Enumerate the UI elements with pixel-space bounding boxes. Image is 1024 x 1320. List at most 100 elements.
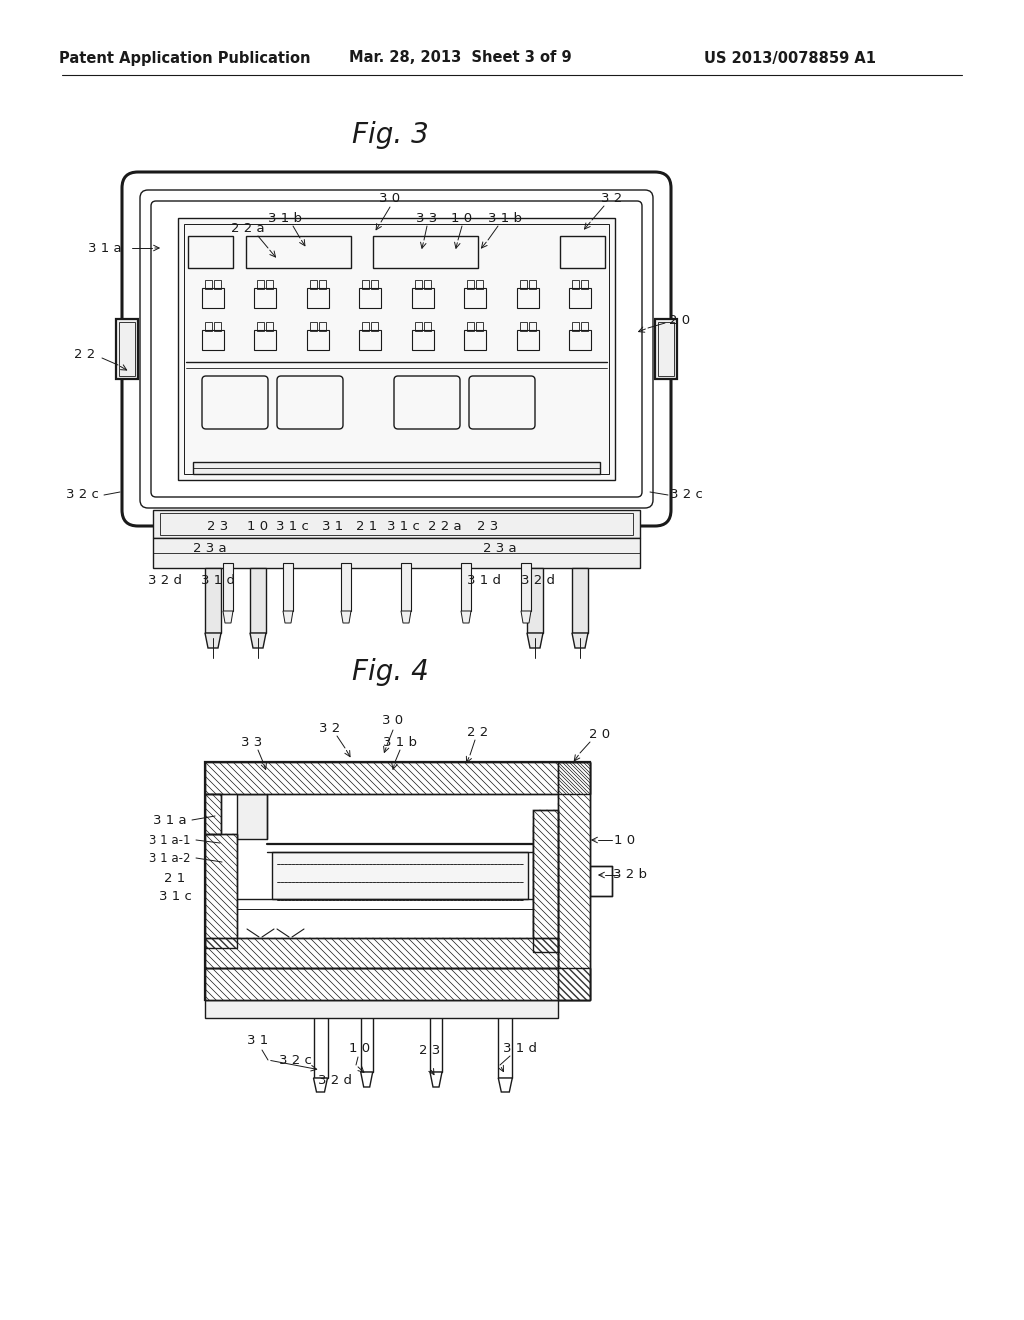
Bar	[116, 319, 138, 379]
Bar	[464, 288, 486, 308]
Text: 3 2 c: 3 2 c	[670, 488, 702, 502]
Bar	[266, 322, 273, 331]
Bar	[153, 510, 640, 539]
Bar	[424, 322, 431, 331]
Bar	[214, 280, 221, 289]
Text: 3 2 d: 3 2 d	[148, 573, 182, 586]
Text: 3 1 a-2: 3 1 a-2	[150, 851, 190, 865]
Bar	[237, 795, 267, 840]
Text: 2 3: 2 3	[208, 520, 228, 533]
Bar	[318, 322, 326, 331]
Bar	[254, 288, 276, 308]
Text: 3 2 c: 3 2 c	[66, 488, 98, 502]
Bar	[359, 330, 381, 350]
Text: Fig. 4: Fig. 4	[351, 657, 428, 686]
Text: 1 0: 1 0	[614, 833, 636, 846]
Bar	[214, 322, 221, 331]
Polygon shape	[341, 611, 351, 623]
Bar	[307, 330, 329, 350]
Bar	[205, 795, 221, 834]
Polygon shape	[430, 1072, 442, 1086]
Polygon shape	[572, 634, 588, 648]
Text: 3 1 d: 3 1 d	[467, 573, 501, 586]
Text: 3 1 c: 3 1 c	[159, 890, 191, 903]
Text: 3 2: 3 2	[319, 722, 341, 734]
Bar	[188, 236, 233, 268]
Bar	[205, 939, 558, 968]
Bar	[534, 826, 558, 936]
Bar	[527, 568, 543, 634]
Text: 3 1 d: 3 1 d	[201, 573, 234, 586]
Text: 2 2 a: 2 2 a	[231, 222, 265, 235]
Bar	[205, 762, 590, 795]
Text: Fig. 3: Fig. 3	[351, 121, 428, 149]
Bar	[362, 280, 370, 289]
Bar	[372, 280, 378, 289]
Bar	[246, 236, 351, 268]
Text: 1 0: 1 0	[349, 1041, 371, 1055]
Text: 3 1 b: 3 1 b	[488, 211, 522, 224]
Text: 3 1 c: 3 1 c	[275, 520, 308, 533]
FancyBboxPatch shape	[122, 172, 671, 525]
Text: 3 1 b: 3 1 b	[268, 211, 302, 224]
Text: 3 2 c: 3 2 c	[279, 1053, 311, 1067]
Bar	[359, 288, 381, 308]
Polygon shape	[461, 611, 471, 623]
Bar	[412, 330, 434, 350]
Bar	[476, 280, 483, 289]
Polygon shape	[283, 611, 293, 623]
Bar	[205, 968, 590, 1001]
Bar	[401, 564, 411, 611]
Bar	[341, 564, 351, 611]
Text: 3 1 a-1: 3 1 a-1	[150, 833, 190, 846]
Polygon shape	[521, 611, 531, 623]
Text: 2 0: 2 0	[670, 314, 690, 326]
Text: 1 0: 1 0	[248, 520, 268, 533]
Bar	[461, 564, 471, 611]
Text: 3 0: 3 0	[380, 191, 400, 205]
Text: 2 1: 2 1	[165, 871, 185, 884]
Bar	[237, 795, 558, 968]
Text: 2 1: 2 1	[356, 520, 378, 533]
Text: 3 2 d: 3 2 d	[521, 573, 555, 586]
Bar	[560, 236, 605, 268]
Bar	[516, 330, 539, 350]
Bar	[424, 280, 431, 289]
Bar	[373, 236, 478, 268]
Text: 2 3 a: 2 3 a	[194, 541, 226, 554]
Bar	[558, 762, 590, 1001]
Text: 3 2 b: 3 2 b	[613, 869, 647, 882]
Bar	[360, 1001, 373, 1072]
Bar	[205, 968, 590, 1001]
Bar	[412, 288, 434, 308]
Bar	[193, 462, 600, 474]
Bar	[250, 568, 266, 634]
Text: 1 0: 1 0	[452, 211, 472, 224]
Bar	[205, 568, 221, 634]
Bar	[205, 834, 237, 948]
Bar	[467, 322, 474, 331]
Bar	[430, 1001, 442, 1072]
Bar	[307, 288, 329, 308]
Polygon shape	[250, 634, 266, 648]
Bar	[521, 564, 531, 611]
Bar	[467, 280, 474, 289]
Bar	[415, 280, 422, 289]
Bar	[254, 330, 276, 350]
Polygon shape	[360, 1072, 373, 1086]
Bar	[655, 319, 677, 379]
Bar	[318, 280, 326, 289]
Bar	[476, 322, 483, 331]
Bar	[153, 539, 640, 568]
Bar	[202, 330, 224, 350]
Bar	[184, 224, 609, 474]
Bar	[528, 322, 536, 331]
Bar	[534, 810, 558, 952]
Text: 3 2 d: 3 2 d	[318, 1073, 352, 1086]
Bar	[572, 322, 579, 331]
Bar	[372, 322, 378, 331]
Bar	[223, 564, 233, 611]
Bar	[202, 288, 224, 308]
Bar	[313, 1001, 328, 1078]
Text: 3 1 b: 3 1 b	[383, 735, 417, 748]
